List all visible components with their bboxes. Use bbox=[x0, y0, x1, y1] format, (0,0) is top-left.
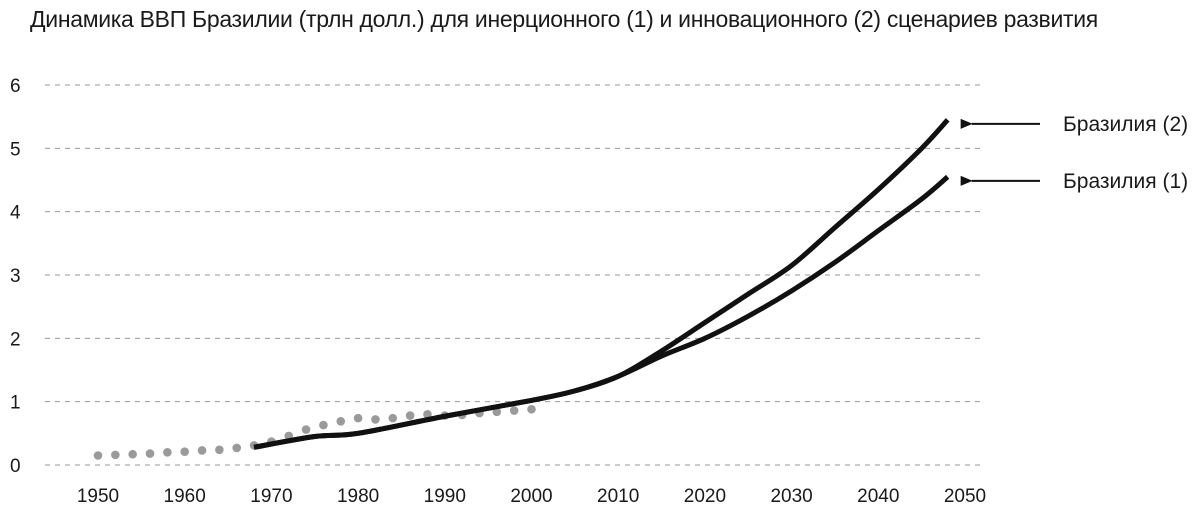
historical-dot bbox=[111, 450, 120, 460]
y-tick-label: 2 bbox=[10, 329, 21, 350]
y-tick-label: 3 bbox=[10, 266, 21, 287]
historical-dot bbox=[405, 411, 415, 420]
series-label: Бразилия (2) bbox=[1063, 113, 1188, 136]
x-axis-ticks: 1950 1960 1970 1980 1990 2000 2010 2020 2030 2040… bbox=[77, 486, 986, 507]
y-tick-label: 0 bbox=[10, 456, 21, 477]
historical-dot bbox=[301, 425, 311, 434]
historical-dot bbox=[509, 406, 519, 415]
historical-dot bbox=[353, 413, 363, 423]
x-tick-label: 2030 bbox=[770, 486, 812, 507]
x-tick-label: 1990 bbox=[424, 486, 466, 507]
historical-dot bbox=[232, 443, 242, 453]
series-label: Бразилия (1) bbox=[1063, 170, 1188, 193]
historical-dot bbox=[93, 451, 103, 460]
series-labels: Бразилия (1) Бразилия (2) bbox=[960, 113, 1188, 193]
x-tick-label: 1950 bbox=[77, 486, 119, 507]
x-tick-label: 2010 bbox=[597, 486, 639, 507]
x-tick-label: 2020 bbox=[684, 486, 726, 507]
chart-title: Динамика ВВП Бразилии (трлн долл.) для и… bbox=[30, 6, 1098, 32]
historical-dot bbox=[215, 445, 224, 455]
historical-dot bbox=[197, 446, 207, 455]
x-tick-label: 2050 bbox=[944, 486, 986, 507]
historical-dot bbox=[319, 420, 328, 430]
y-tick-label: 5 bbox=[10, 139, 21, 160]
historical-dot bbox=[128, 449, 137, 459]
y-tick-label: 6 bbox=[10, 76, 21, 97]
historical-dot bbox=[145, 449, 155, 458]
x-tick-label: 1980 bbox=[337, 486, 379, 507]
y-tick-label: 4 bbox=[10, 203, 21, 224]
x-tick-label: 1970 bbox=[250, 486, 292, 507]
historical-dot bbox=[527, 404, 536, 414]
historical-dot bbox=[180, 447, 189, 457]
historical-dot bbox=[388, 413, 398, 423]
x-tick-label: 2000 bbox=[510, 486, 552, 507]
y-tick-label: 1 bbox=[10, 393, 21, 414]
historical-dot bbox=[492, 407, 502, 417]
historical-dot bbox=[371, 415, 380, 424]
historical-dot bbox=[163, 448, 172, 457]
y-axis-ticks: 0 1 2 3 4 5 6 bbox=[10, 76, 21, 477]
historical-dot bbox=[336, 417, 346, 426]
series-lines bbox=[253, 118, 950, 450]
x-tick-label: 1960 bbox=[164, 486, 206, 507]
x-tick-label: 2040 bbox=[857, 486, 899, 507]
historical-dot bbox=[423, 410, 432, 419]
series-line-2 bbox=[253, 118, 950, 450]
